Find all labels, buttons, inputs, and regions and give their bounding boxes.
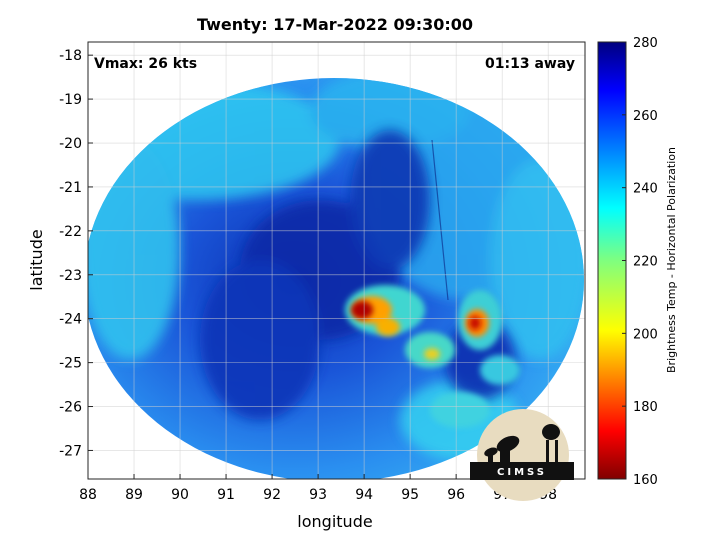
x-axis-ticks: 8889909192939495969798: [79, 474, 557, 503]
y-tick-label: -25: [59, 356, 82, 372]
colorbar-ticks: 280 260 240 220 200 180 160: [622, 36, 658, 488]
colorbar-tick-label: 180: [633, 400, 658, 415]
colorbar-tick-label: 280: [633, 36, 658, 51]
y-tick-label: -18: [59, 48, 82, 64]
colorbar-tick-label: 220: [633, 255, 658, 270]
plot-frame: [87, 41, 586, 480]
x-tick-label: 90: [171, 487, 189, 503]
y-tick-label: -27: [59, 443, 82, 459]
time-away-annotation: 01:13 away: [485, 56, 575, 72]
vmax-annotation: Vmax: 26 kts: [94, 56, 197, 72]
x-tick-label: 92: [263, 487, 281, 503]
y-tick-label: -19: [59, 92, 82, 108]
colorbar: [597, 41, 627, 480]
y-tick-label: -24: [59, 312, 82, 328]
chart-title: Twenty: 17-Mar-2022 09:30:00: [197, 15, 473, 34]
x-axis-label: longitude: [297, 512, 372, 531]
colorbar-tick-label: 260: [633, 109, 658, 124]
x-tick-label: 95: [401, 487, 419, 503]
cimss-logo: CIMSS: [470, 409, 574, 501]
y-tick-label: -23: [59, 268, 82, 284]
colorbar-label: Brightness Temp - Horizontal Polarizatio…: [665, 147, 678, 373]
colorbar-tick-label: 240: [633, 182, 658, 197]
x-tick-label: 89: [125, 487, 143, 503]
grid-lines: [87, 42, 585, 479]
y-tick-label: -21: [59, 180, 82, 196]
logo-text: CIMSS: [497, 467, 547, 478]
y-axis-label: latitude: [27, 229, 46, 290]
x-tick-label: 93: [309, 487, 327, 503]
x-tick-label: 96: [447, 487, 465, 503]
x-tick-label: 91: [217, 487, 235, 503]
x-tick-label: 94: [355, 487, 373, 503]
y-tick-label: -22: [59, 224, 82, 240]
colorbar-tick-label: 160: [633, 473, 658, 488]
colorbar-tick-label: 200: [633, 327, 658, 342]
y-tick-label: -20: [59, 136, 82, 152]
y-tick-label: -26: [59, 400, 82, 416]
x-tick-label: 88: [79, 487, 97, 503]
y-axis-ticks: -18 -19 -20 -21 -22 -23 -24 -25 -26 -27: [59, 48, 93, 459]
